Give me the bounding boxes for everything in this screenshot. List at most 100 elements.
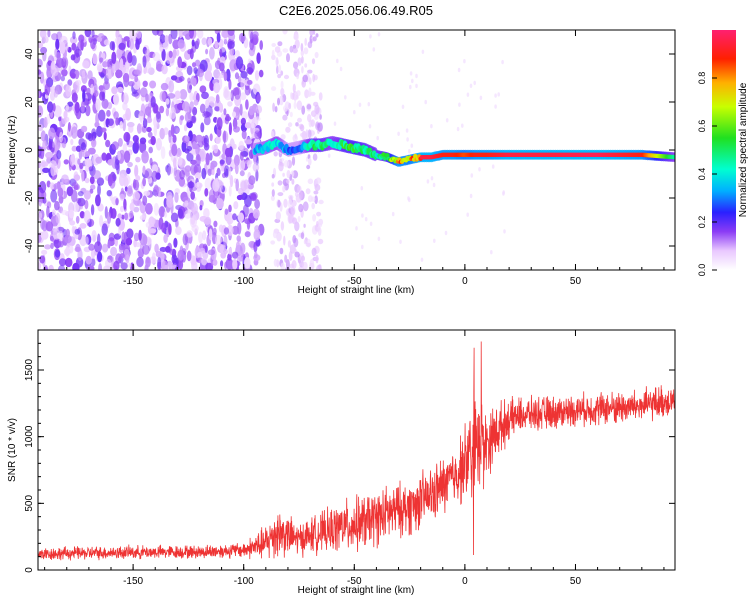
noise-blob (234, 86, 241, 100)
noise-blob (355, 226, 358, 231)
noise-blob (223, 248, 228, 255)
noise-blob (41, 249, 48, 255)
noise-blob (154, 243, 159, 253)
noise-blob (282, 30, 288, 35)
noise-blob (63, 159, 69, 165)
noise-blob (68, 245, 74, 254)
noise-blob (44, 83, 51, 96)
noise-blob (164, 35, 169, 43)
noise-blob (284, 254, 288, 263)
noise-blob (204, 177, 212, 190)
noise-blob (174, 90, 181, 100)
noise-blob (307, 114, 312, 123)
noise-blob (306, 104, 312, 110)
spectrogram-ticks: -150 -100 -50 0 50 -40 -20 0 20 40 (24, 29, 675, 287)
noise-blob (271, 189, 275, 197)
noise-blob (178, 76, 185, 82)
noise-blob (272, 230, 278, 239)
noise-blob (71, 126, 78, 139)
noise-blob (240, 71, 248, 79)
noise-blob (106, 109, 111, 117)
noise-blob (94, 241, 102, 253)
noise-blob (113, 111, 119, 120)
noise-blob (304, 37, 308, 46)
noise-blob (136, 256, 144, 268)
noise-blob (190, 115, 196, 123)
noise-blob (151, 252, 156, 263)
colorbar-label: Normalized spectral amplitude (738, 82, 749, 217)
noise-blob (139, 215, 146, 221)
colorbar-tick-label: 0.2 (697, 216, 707, 229)
noise-blob (244, 159, 253, 165)
noise-blob (473, 80, 477, 86)
noise-blob (235, 178, 239, 192)
noise-blob (283, 105, 289, 112)
noise-blob (292, 83, 296, 93)
noise-blob (258, 69, 264, 78)
noise-blob (494, 93, 497, 98)
colorbar-scale (712, 30, 736, 270)
noise-blob (195, 134, 203, 143)
noise-blob (42, 167, 50, 173)
noise-blob (239, 103, 243, 116)
noise-blob (44, 36, 49, 43)
noise-blob (161, 222, 166, 233)
noise-blob (84, 30, 92, 38)
noise-blob (177, 39, 185, 49)
noise-blob (238, 32, 246, 43)
noise-blob (127, 185, 133, 195)
noise-blob (292, 134, 298, 143)
colorbar-tick-label: 0.8 (697, 72, 707, 85)
noise-blob (111, 51, 117, 64)
noise-blob (129, 210, 134, 219)
noise-blob (125, 254, 130, 264)
noise-blob (55, 38, 60, 50)
noise-blob (405, 128, 409, 133)
noise-blob (461, 123, 464, 128)
x-tick-label: -50 (347, 576, 362, 587)
noise-blob (191, 62, 197, 68)
noise-blob (163, 211, 168, 218)
noise-blob (59, 131, 64, 143)
noise-blob (214, 40, 219, 49)
noise-blob (53, 90, 59, 98)
colorbar-tick-label: 0.4 (697, 168, 707, 181)
noise-blob (228, 122, 232, 136)
noise-blob (142, 55, 147, 68)
noise-blob (119, 173, 126, 187)
noise-blob (232, 213, 237, 221)
noise-blob (146, 126, 152, 133)
noise-blob (277, 97, 280, 106)
noise-blob (318, 127, 322, 132)
noise-blob (283, 74, 290, 80)
noise-blob (239, 159, 246, 172)
noise-blob (420, 257, 424, 262)
noise-blob (271, 86, 277, 91)
noise-blob (190, 159, 197, 165)
noise-blob (360, 186, 364, 191)
noise-blob (61, 209, 68, 216)
noise-blob (369, 221, 373, 226)
noise-blob (95, 98, 101, 112)
noise-blob (115, 69, 123, 79)
noise-blob (445, 118, 449, 123)
noise-blob (170, 107, 177, 119)
noise-blob (42, 197, 47, 204)
noise-blob (107, 174, 113, 187)
y-tick-label: 1500 (24, 358, 35, 381)
noise-blob (189, 101, 194, 110)
noise-blob (271, 49, 275, 57)
noise-blob (231, 251, 239, 259)
x-tick-label: 50 (570, 576, 582, 587)
noise-blob (50, 189, 58, 203)
noise-blob (117, 150, 121, 161)
x-tick-label: -150 (123, 276, 143, 287)
noise-blob (176, 49, 180, 57)
noise-blob (292, 48, 298, 54)
y-tick-label: 20 (24, 96, 35, 108)
noise-blob (38, 69, 42, 75)
noise-blob (196, 69, 205, 78)
noise-blob (463, 59, 466, 64)
noise-blob (184, 210, 192, 219)
spectrogram-ylabel: Frequency (Hz) (7, 116, 18, 185)
